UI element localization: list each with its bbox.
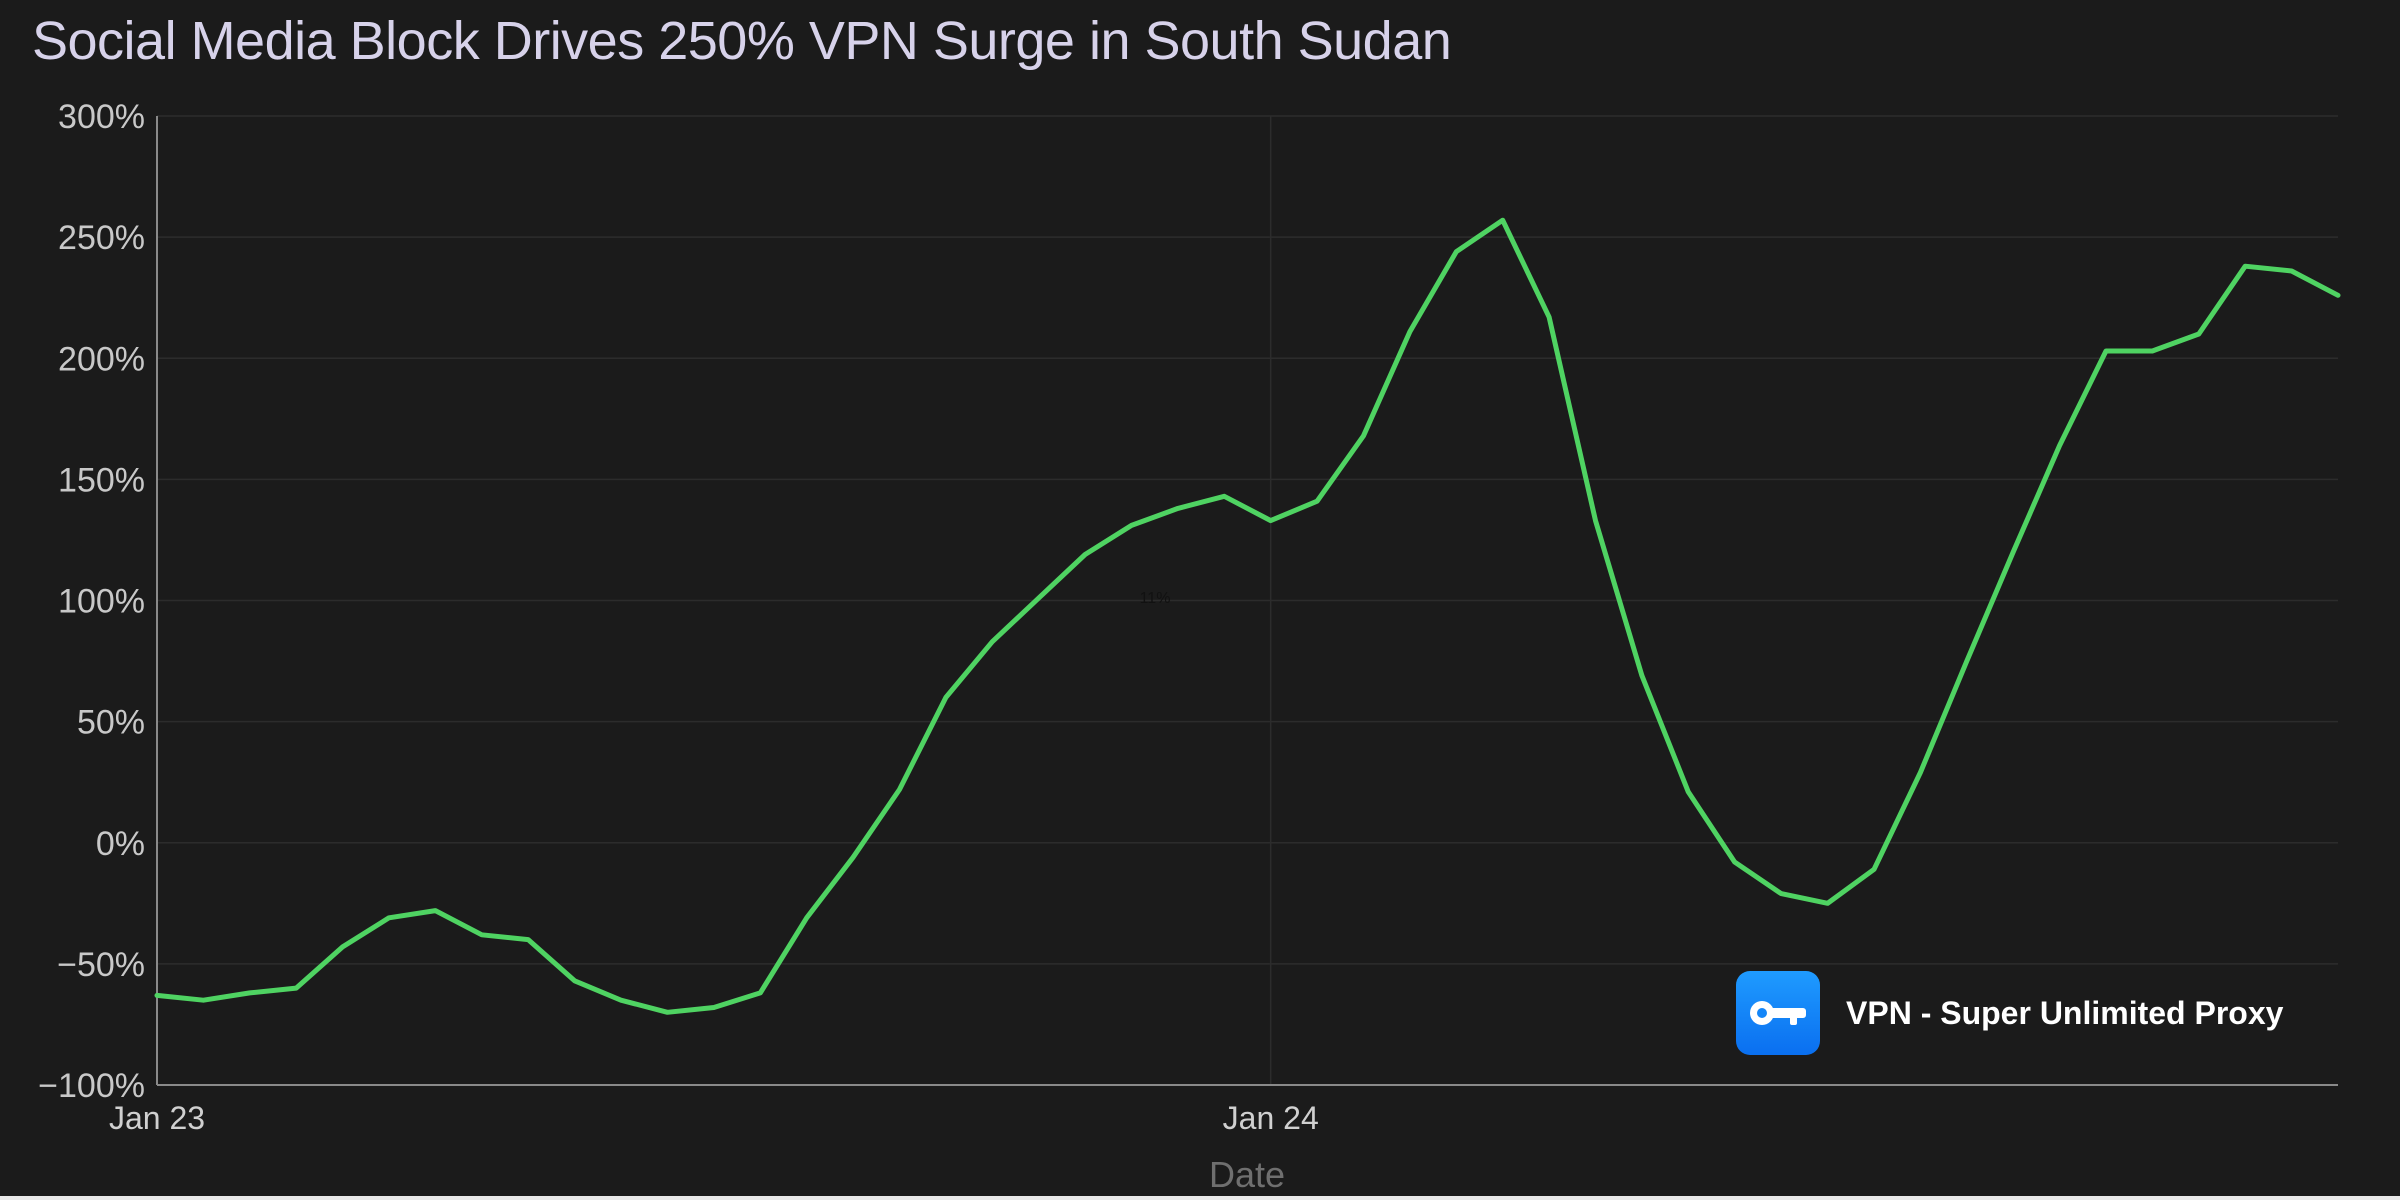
key-icon: [1736, 971, 1820, 1055]
grid-lines: [157, 115, 2338, 1085]
y-tick-label: −100%: [38, 1067, 145, 1105]
y-tick-label: 200%: [58, 340, 145, 378]
axes: [156, 116, 2338, 1086]
chart-annotation: 11%: [1140, 590, 1171, 607]
x-axis-ticks: Jan 23 Jan 24: [109, 1100, 1319, 1136]
bottom-edge: [0, 1196, 2400, 1200]
y-axis-ticks: −100% −50% 0% 50% 100% 150% 200% 250% 300%: [38, 98, 145, 1105]
x-tick-label: Jan 23: [109, 1100, 205, 1136]
y-tick-label: −50%: [57, 946, 145, 984]
y-tick-label: 0%: [96, 825, 145, 863]
app-badge: VPN - Super Unlimited Proxy: [1736, 971, 2283, 1055]
y-tick-label: 150%: [58, 461, 145, 499]
chart-title: Social Media Block Drives 250% VPN Surge…: [32, 11, 1452, 71]
y-tick-label: 50%: [77, 704, 145, 742]
series-layer: [154, 217, 2341, 1015]
series-line: [154, 217, 2341, 1015]
y-tick-label: 300%: [58, 98, 145, 136]
x-axis-label: Date: [1209, 1154, 1285, 1195]
y-tick-label: 250%: [58, 219, 145, 257]
y-tick-label: 100%: [58, 583, 145, 621]
app-badge-label: VPN - Super Unlimited Proxy: [1846, 994, 2284, 1031]
x-tick-label: Jan 24: [1223, 1100, 1319, 1136]
